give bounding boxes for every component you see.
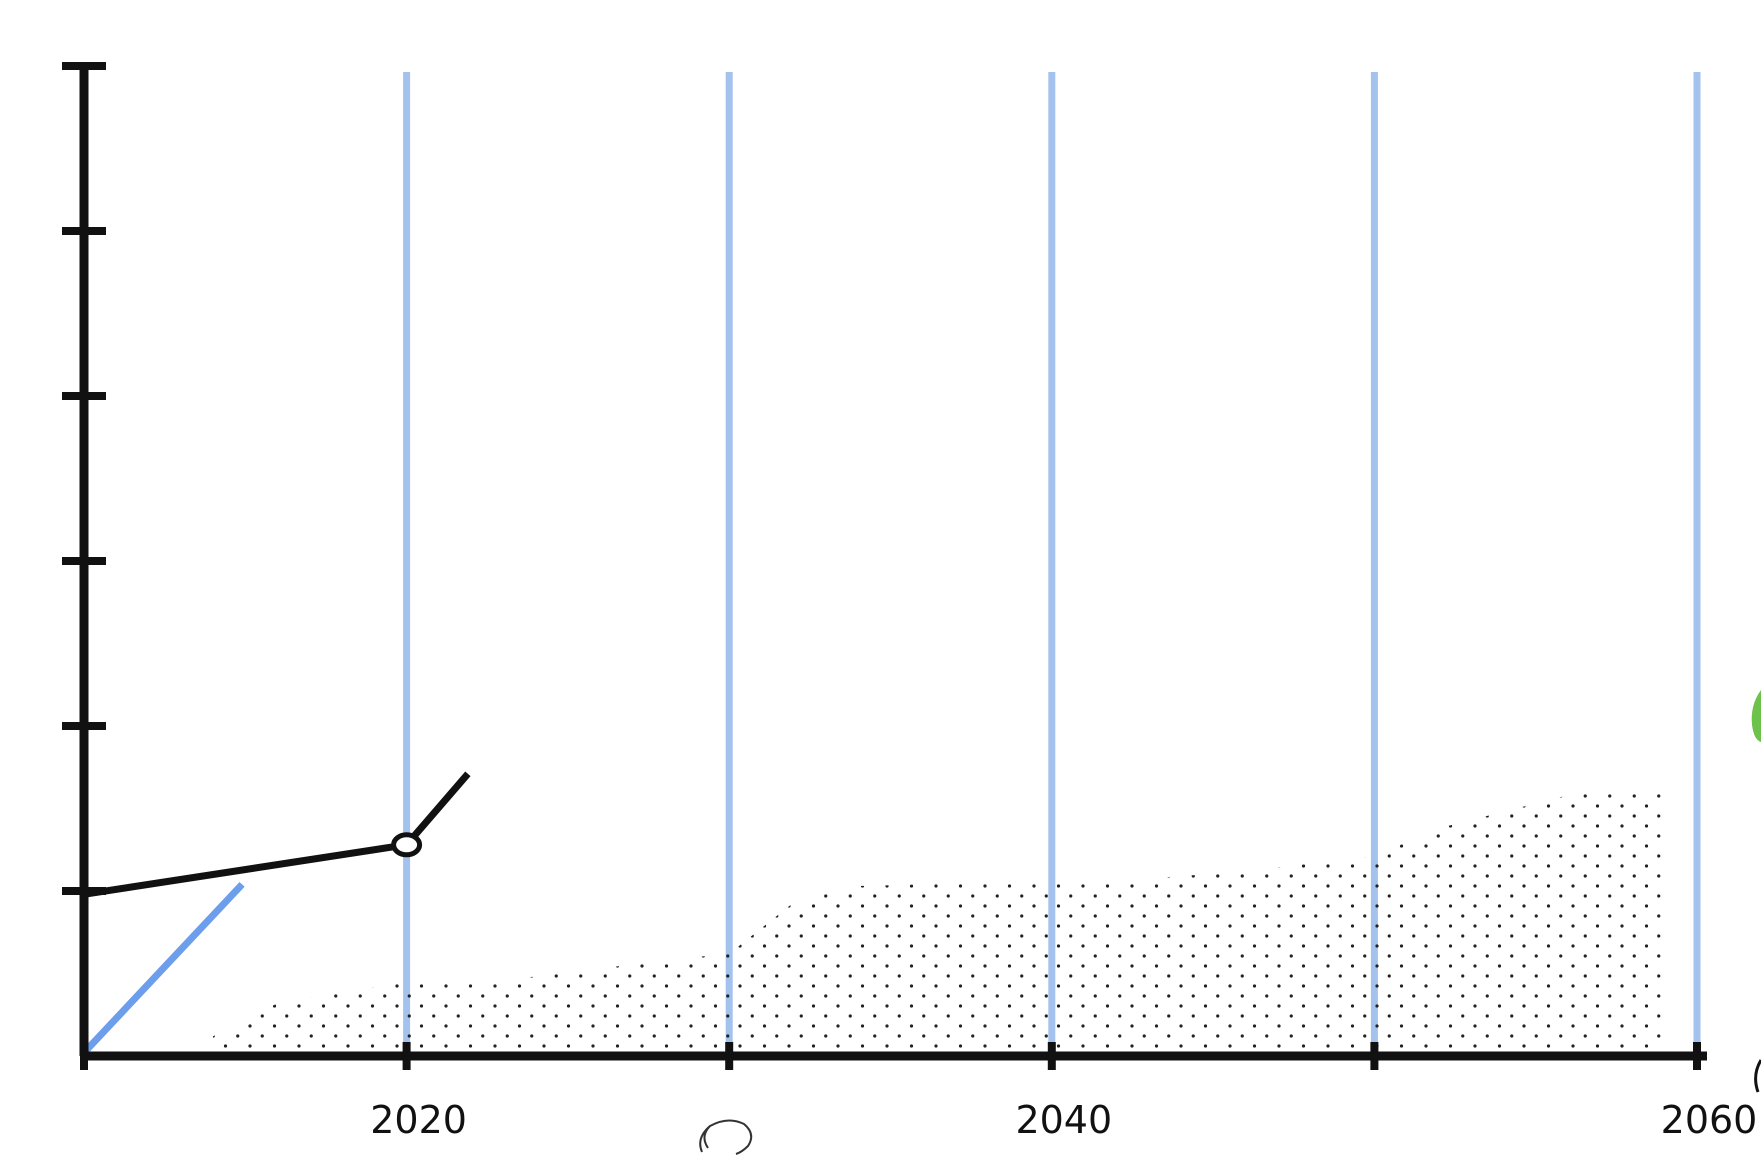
series-marker-2020 <box>391 832 423 858</box>
dotted-area-series <box>213 788 1665 1056</box>
series-layer <box>81 771 471 1056</box>
green-mark <box>1751 690 1761 742</box>
tick-labels: 2020 2040 2060 <box>370 1098 1757 1142</box>
dotted-area-layer <box>213 788 1665 1056</box>
decorations <box>699 690 1761 1155</box>
x-tick-label-2020: 2020 <box>370 1098 467 1142</box>
series-line-1 <box>81 882 245 1056</box>
axes <box>62 62 1707 1070</box>
x-tick-label-2060: 2060 <box>1661 1098 1758 1142</box>
x-tick-label-2040: 2040 <box>1015 1098 1112 1142</box>
edge-arc <box>1754 1059 1761 1093</box>
cursor-scribble <box>699 1119 753 1155</box>
